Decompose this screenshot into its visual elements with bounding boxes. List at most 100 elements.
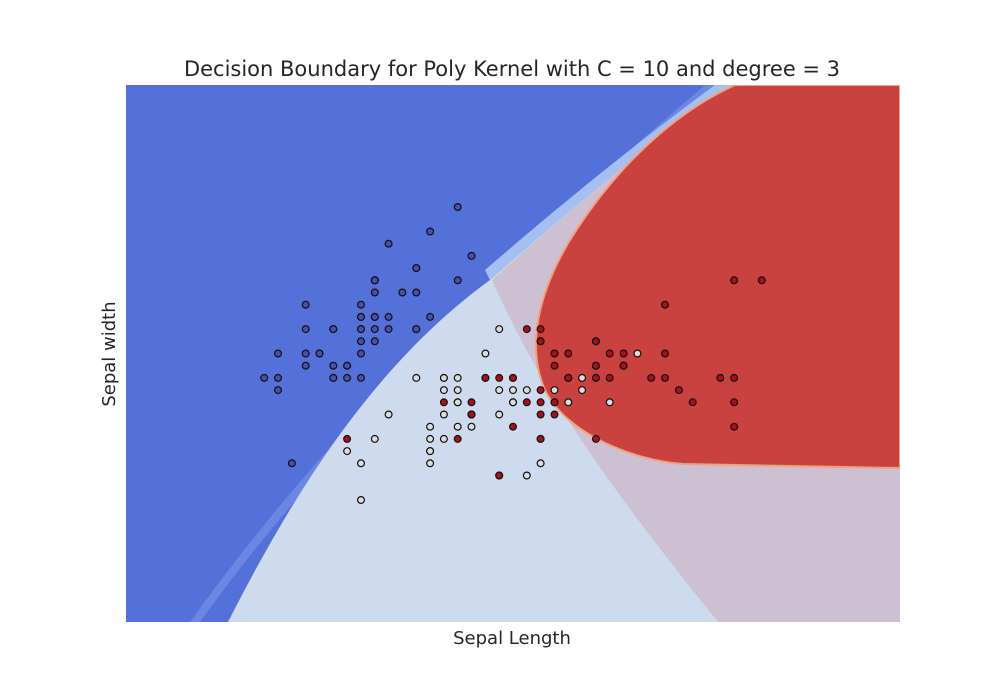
data-point-virginica bbox=[550, 361, 559, 370]
data-point-setosa bbox=[357, 325, 366, 334]
data-point-virginica bbox=[550, 349, 559, 358]
region-versicolor-edge bbox=[485, 85, 735, 280]
data-point-virginica bbox=[536, 410, 545, 419]
data-point-setosa bbox=[287, 459, 296, 468]
data-point-setosa bbox=[426, 227, 435, 236]
data-point-versicolor bbox=[495, 386, 504, 395]
data-point-versicolor bbox=[384, 410, 393, 419]
data-point-versicolor bbox=[522, 386, 531, 395]
data-point-setosa bbox=[467, 251, 476, 260]
data-point-setosa bbox=[370, 276, 379, 285]
data-point-versicolor bbox=[550, 386, 559, 395]
data-point-setosa bbox=[357, 349, 366, 358]
data-point-setosa bbox=[357, 337, 366, 346]
data-point-versicolor bbox=[439, 410, 448, 419]
data-point-virginica bbox=[550, 410, 559, 419]
data-point-setosa bbox=[274, 386, 283, 395]
data-point-setosa bbox=[370, 337, 379, 346]
data-point-virginica bbox=[730, 276, 739, 285]
data-point-setosa bbox=[315, 349, 324, 358]
data-point-virginica bbox=[536, 325, 545, 334]
data-point-virginica bbox=[660, 373, 669, 382]
data-point-setosa bbox=[384, 325, 393, 334]
data-point-versicolor bbox=[578, 373, 587, 382]
data-point-versicolor bbox=[522, 471, 531, 480]
data-point-virginica bbox=[605, 349, 614, 358]
data-point-setosa bbox=[357, 373, 366, 382]
data-point-virginica bbox=[509, 373, 518, 382]
data-point-versicolor bbox=[578, 386, 587, 395]
data-point-versicolor bbox=[426, 459, 435, 468]
data-point-virginica bbox=[343, 434, 352, 443]
data-point-virginica bbox=[730, 398, 739, 407]
data-point-versicolor bbox=[357, 459, 366, 468]
data-point-setosa bbox=[426, 312, 435, 321]
data-point-virginica bbox=[550, 398, 559, 407]
data-point-setosa bbox=[301, 325, 310, 334]
data-point-setosa bbox=[274, 349, 283, 358]
data-point-virginica bbox=[495, 471, 504, 480]
data-point-setosa bbox=[412, 325, 421, 334]
data-point-versicolor bbox=[343, 447, 352, 456]
plot-area bbox=[126, 85, 900, 622]
data-point-setosa bbox=[301, 349, 310, 358]
data-point-setosa bbox=[329, 325, 338, 334]
data-point-virginica bbox=[536, 337, 545, 346]
data-point-setosa bbox=[274, 373, 283, 382]
data-point-setosa bbox=[398, 288, 407, 297]
data-point-versicolor bbox=[633, 349, 642, 358]
data-point-setosa bbox=[412, 264, 421, 273]
data-point-versicolor bbox=[453, 422, 462, 431]
data-point-virginica bbox=[536, 398, 545, 407]
data-point-virginica bbox=[660, 349, 669, 358]
data-point-setosa bbox=[453, 276, 462, 285]
data-point-versicolor bbox=[605, 398, 614, 407]
data-point-versicolor bbox=[439, 386, 448, 395]
data-point-virginica bbox=[509, 422, 518, 431]
data-point-virginica bbox=[522, 398, 531, 407]
data-point-virginica bbox=[730, 422, 739, 431]
data-point-virginica bbox=[467, 410, 476, 419]
data-point-virginica bbox=[674, 386, 683, 395]
data-point-setosa bbox=[384, 239, 393, 248]
data-point-virginica bbox=[716, 373, 725, 382]
data-point-virginica bbox=[591, 337, 600, 346]
data-point-versicolor bbox=[426, 447, 435, 456]
data-point-versicolor bbox=[509, 398, 518, 407]
data-point-setosa bbox=[370, 325, 379, 334]
data-point-virginica bbox=[536, 434, 545, 443]
data-point-virginica bbox=[467, 398, 476, 407]
data-point-versicolor bbox=[495, 325, 504, 334]
data-point-versicolor bbox=[412, 373, 421, 382]
data-point-setosa bbox=[370, 288, 379, 297]
data-point-virginica bbox=[647, 373, 656, 382]
data-point-versicolor bbox=[481, 349, 490, 358]
data-point-virginica bbox=[439, 398, 448, 407]
data-point-versicolor bbox=[509, 386, 518, 395]
data-point-virginica bbox=[660, 300, 669, 309]
data-point-versicolor bbox=[439, 373, 448, 382]
data-point-virginica bbox=[619, 349, 628, 358]
data-point-versicolor bbox=[426, 434, 435, 443]
data-point-virginica bbox=[495, 373, 504, 382]
data-point-setosa bbox=[357, 312, 366, 321]
data-point-virginica bbox=[564, 373, 573, 382]
data-point-setosa bbox=[412, 288, 421, 297]
data-point-virginica bbox=[757, 276, 766, 285]
data-point-versicolor bbox=[453, 386, 462, 395]
data-point-setosa bbox=[260, 373, 269, 382]
data-point-virginica bbox=[688, 398, 697, 407]
data-point-versicolor bbox=[536, 459, 545, 468]
chart-title: Decision Boundary for Poly Kernel with C… bbox=[184, 57, 840, 81]
data-point-virginica bbox=[591, 361, 600, 370]
scatter-points bbox=[260, 203, 766, 505]
data-point-versicolor bbox=[426, 422, 435, 431]
data-point-virginica bbox=[619, 361, 628, 370]
data-point-setosa bbox=[329, 373, 338, 382]
data-point-versicolor bbox=[453, 373, 462, 382]
data-point-setosa bbox=[301, 361, 310, 370]
data-point-virginica bbox=[591, 434, 600, 443]
data-point-setosa bbox=[370, 312, 379, 321]
data-point-virginica bbox=[591, 373, 600, 382]
data-point-versicolor bbox=[495, 410, 504, 419]
